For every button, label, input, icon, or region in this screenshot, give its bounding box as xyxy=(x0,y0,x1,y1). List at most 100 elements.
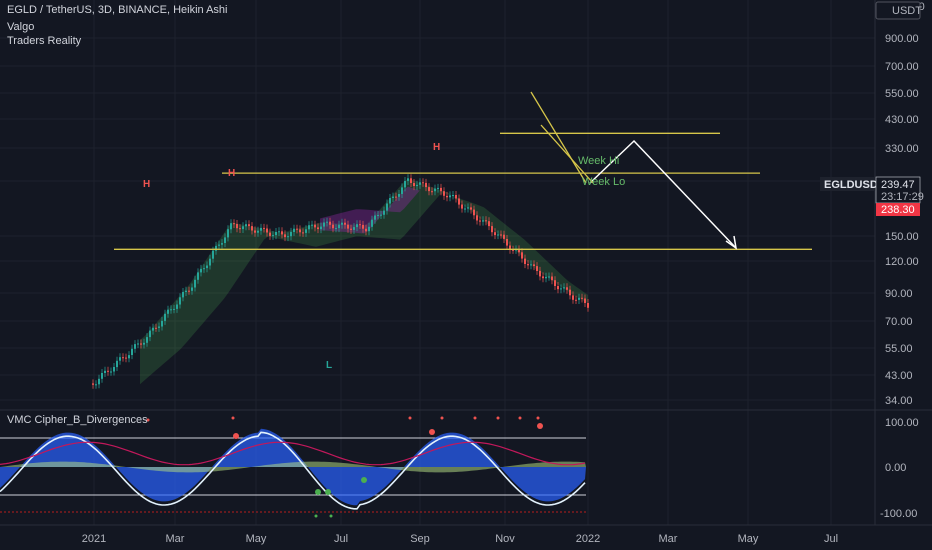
candle-body xyxy=(392,196,394,198)
candle-body xyxy=(398,194,400,197)
candle-body xyxy=(350,228,352,230)
candle-body xyxy=(134,344,136,349)
candle-body xyxy=(386,203,388,211)
currency-label: USDT xyxy=(892,5,922,17)
cross-dot xyxy=(429,429,435,435)
candle-body xyxy=(446,195,448,198)
candle-body xyxy=(419,182,421,185)
candle-body xyxy=(554,280,556,286)
swing-label: H xyxy=(433,142,440,153)
candle-body xyxy=(320,226,322,230)
indicator-legend-traders-reality[interactable]: Traders Reality xyxy=(7,35,82,47)
candle-body xyxy=(299,229,301,233)
indicator-legend-valgo[interactable]: Valgo xyxy=(7,21,35,33)
candle-body xyxy=(296,228,298,230)
candle-body xyxy=(197,272,199,280)
candle-body xyxy=(410,178,412,183)
candle-body xyxy=(254,230,256,233)
candle-body xyxy=(563,287,565,289)
candle-body xyxy=(233,223,235,225)
candle-body xyxy=(470,207,472,210)
candle-body xyxy=(284,234,286,238)
candle-body xyxy=(341,222,343,225)
candle-body xyxy=(428,187,430,192)
candle-body xyxy=(401,187,403,194)
candle-body xyxy=(119,357,121,361)
candle-body xyxy=(209,258,211,266)
cross-dot xyxy=(325,489,331,495)
candle-body xyxy=(473,209,475,216)
osc-tick-label: 100.00 xyxy=(885,417,919,429)
rsi-line xyxy=(0,441,586,466)
support-resistance-lines xyxy=(114,132,812,250)
candle-body xyxy=(437,187,439,189)
swing-label: H xyxy=(143,179,150,190)
candle-body xyxy=(317,227,319,230)
currency-badge[interactable] xyxy=(875,1,921,20)
candle-body xyxy=(485,220,487,222)
candle-body xyxy=(431,191,433,193)
candle-body xyxy=(359,224,361,226)
price-tick-label: 430.00 xyxy=(885,114,919,126)
candle-body xyxy=(326,221,328,223)
candle-body xyxy=(257,230,259,233)
swing-label: H xyxy=(228,168,235,179)
oscillator-legend[interactable]: VMC Cipher_B_Divergences xyxy=(7,414,148,426)
candle-body xyxy=(404,181,406,188)
osc-axis[interactable]: 100.00 0.00 -100.00 xyxy=(880,417,919,520)
candle-body xyxy=(329,221,331,225)
candle-body xyxy=(218,244,220,246)
time-tick-label: Mar xyxy=(166,533,185,545)
buy-signal-dot xyxy=(314,514,318,518)
candle-body xyxy=(239,228,241,230)
candle-body xyxy=(122,357,124,359)
candle-body xyxy=(551,276,553,281)
candle-body xyxy=(182,292,184,298)
candle-body xyxy=(488,221,490,227)
candle-body xyxy=(206,265,208,269)
candle-body xyxy=(575,299,577,301)
candle-body xyxy=(137,343,139,345)
sell-signal-dot xyxy=(231,416,235,420)
symbol-badge-label: EGLDUSDT xyxy=(824,179,885,191)
candle-body xyxy=(452,195,454,196)
candle-body xyxy=(230,223,232,230)
candle-body xyxy=(440,187,442,192)
time-tick-label: Mar xyxy=(659,533,678,545)
candle-body xyxy=(371,219,373,227)
candle-body xyxy=(524,258,526,264)
time-tick-label: Jul xyxy=(334,533,348,545)
candle-body xyxy=(479,220,481,222)
oscillator-pane xyxy=(0,416,586,518)
candle-body xyxy=(227,229,229,238)
candle-body xyxy=(533,264,535,266)
candle-body xyxy=(560,288,562,290)
symbol-legend[interactable]: EGLD / TetherUS, 3D, BINANCE, Heikin Ash… xyxy=(7,4,228,16)
candle-body xyxy=(500,234,502,236)
candle-body xyxy=(191,287,193,291)
candle-body xyxy=(104,370,106,373)
candle-body xyxy=(425,182,427,188)
candle-body xyxy=(194,279,196,288)
candle-body xyxy=(155,327,157,329)
candle-body xyxy=(332,224,334,229)
candle-body xyxy=(482,220,484,222)
bar-countdown: 23:17:29 xyxy=(881,191,924,203)
candle-body xyxy=(380,214,382,216)
candle-body xyxy=(521,252,523,259)
osc-tick-label: -100.00 xyxy=(880,508,917,520)
candle-body xyxy=(101,373,103,379)
time-axis[interactable]: 2021 Mar May Jul Sep Nov 2022 Mar May Jul xyxy=(82,533,838,545)
candle-body xyxy=(548,276,550,278)
candle-body xyxy=(344,222,346,225)
candle-body xyxy=(572,295,574,300)
candle-body xyxy=(281,231,283,235)
candle-body xyxy=(293,228,295,232)
candle-body xyxy=(149,330,151,338)
candle-body xyxy=(185,290,187,292)
candle-body xyxy=(140,343,142,345)
candle-body xyxy=(494,232,496,236)
candle-body xyxy=(179,297,181,305)
candle-body xyxy=(251,226,253,231)
